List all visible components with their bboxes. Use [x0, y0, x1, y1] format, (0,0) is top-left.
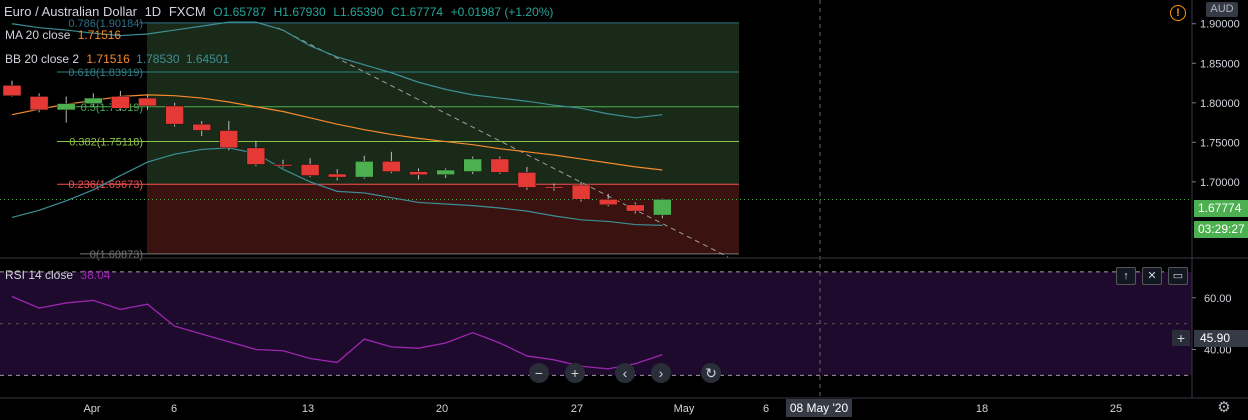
move-up-button[interactable]: ↑ [1116, 267, 1136, 285]
time-axis-tick-label: 13 [302, 403, 314, 415]
price-axis-tick-label: 1.90000 [1200, 19, 1240, 31]
symbol-legend: Euro / Australian Dollar 1D FXCM O1.6578… [4, 4, 557, 19]
scroll-right-button[interactable]: › [651, 363, 671, 383]
time-axis-tick-label: 27 [571, 403, 583, 415]
price-pane[interactable]: 0.786(1.90184)0.618(1.83919)0.5(1.79519)… [0, 18, 1192, 261]
candle-down [327, 173, 347, 178]
crosshair-plus-icon[interactable]: + [1172, 330, 1190, 346]
candle-down [219, 130, 239, 149]
candle-down [165, 105, 184, 125]
rsi-legend[interactable]: RSI 14 close 38.04 [5, 268, 110, 282]
candle-down [2, 85, 22, 96]
fib-level-label: 0(1.60873) [90, 249, 143, 261]
candle-down [246, 147, 266, 165]
reset-chart-button[interactable]: ↻ [701, 363, 721, 383]
crosshair-date-label: 08 May '20 [786, 399, 852, 417]
fib-zone-upper [147, 22, 739, 185]
candle-down [409, 171, 428, 176]
ma-value: 1.71516 [77, 28, 122, 42]
zoom-out-button[interactable]: − [529, 363, 549, 383]
ohlc-change: +0.01987 (+1.20%) [450, 5, 554, 19]
bb-legend[interactable]: BB 20 close 2 1.71516 1.78530 1.64501 [5, 52, 229, 66]
ma-label: MA 20 close [5, 28, 71, 42]
candle-down [626, 204, 645, 212]
candle-down [544, 186, 564, 189]
interval[interactable]: 1D [144, 4, 162, 19]
candle-down [300, 164, 320, 176]
maximize-pane-button[interactable]: ▭ [1168, 267, 1188, 285]
rsi-axis-tick-label: 60.00 [1204, 293, 1232, 305]
time-axis-tick-label: 6 [763, 403, 769, 415]
candle-down [29, 96, 49, 111]
last-price-label: 1.67774 [1194, 200, 1248, 217]
candle-down [598, 199, 618, 206]
candle-down [273, 164, 293, 167]
zoom-in-button[interactable]: + [565, 363, 585, 383]
symbol-name[interactable]: Euro / Australian Dollar [4, 4, 137, 19]
gear-icon[interactable]: ⚙ [1217, 399, 1231, 416]
trend-line [277, 27, 729, 258]
candle-up [56, 103, 76, 111]
ohlc-open: O1.65787 [213, 5, 267, 19]
time-axis-tick-label: May [674, 403, 695, 415]
rsi-crosshair-label: 45.90 [1194, 330, 1248, 347]
price-axis-tick-label: 1.80000 [1200, 98, 1240, 110]
candle-down [192, 123, 211, 131]
candle-down [382, 161, 401, 172]
close-pane-button[interactable]: ✕ [1142, 267, 1162, 285]
price-axis-tick-label: 1.85000 [1200, 58, 1240, 70]
time-axis-tick-label: 18 [976, 403, 988, 415]
currency-badge[interactable]: AUD [1206, 2, 1238, 17]
candle-up [463, 158, 482, 172]
rsi-value: 38.04 [80, 268, 111, 282]
rsi-pane[interactable] [0, 271, 1192, 376]
candle-down [490, 158, 510, 173]
candle-down [138, 97, 157, 107]
candle-up [436, 169, 455, 176]
ohlc-high: H1.67930 [273, 5, 326, 19]
bb-lower-value: 1.64501 [185, 52, 230, 66]
bb-upper-value: 1.78530 [136, 52, 180, 66]
time-axis-tick-label: 25 [1110, 403, 1122, 415]
bb-label: BB 20 close 2 [5, 52, 80, 66]
time-axis-tick-label: Apr [83, 403, 100, 415]
candle-down [571, 184, 591, 200]
bb-basis-value: 1.71516 [86, 52, 130, 66]
candle-up [84, 97, 103, 104]
rsi-line [11, 295, 663, 370]
rsi-axis-tick-label: 40.00 [1204, 344, 1232, 356]
scroll-left-button[interactable]: ‹ [615, 363, 635, 383]
candle-up [355, 161, 374, 178]
bb-lower-line [11, 147, 663, 226]
alert-icon[interactable]: ! [1170, 5, 1186, 21]
ma-legend[interactable]: MA 20 close 1.71516 [5, 28, 121, 42]
candle-up [653, 199, 672, 216]
time-axis-tick-label: 20 [436, 403, 448, 415]
price-axis-tick-label: 1.75000 [1200, 137, 1240, 149]
rsi-label: RSI 14 close [5, 268, 74, 282]
price-axis-tick-label: 1.70000 [1200, 177, 1240, 189]
fib-level-label: 0.786(1.90184) [68, 18, 143, 30]
bb-upper-line [11, 21, 663, 119]
fib-level-label: 0.618(1.83919) [68, 67, 143, 79]
ohlc-close: C1.67774 [391, 5, 444, 19]
fib-level-label: 0.382(1.75118) [69, 137, 143, 149]
candle-down [517, 172, 537, 188]
countdown-label: 03:29:27 [1194, 221, 1248, 238]
exchange: FXCM [168, 4, 206, 19]
fib-zone-lower [147, 184, 739, 254]
fib-level-label: 0.236(1.69673) [68, 179, 143, 191]
ohlc-low: L1.65390 [333, 5, 384, 19]
candle-down [111, 96, 130, 109]
time-axis-tick-label: 6 [171, 403, 177, 415]
